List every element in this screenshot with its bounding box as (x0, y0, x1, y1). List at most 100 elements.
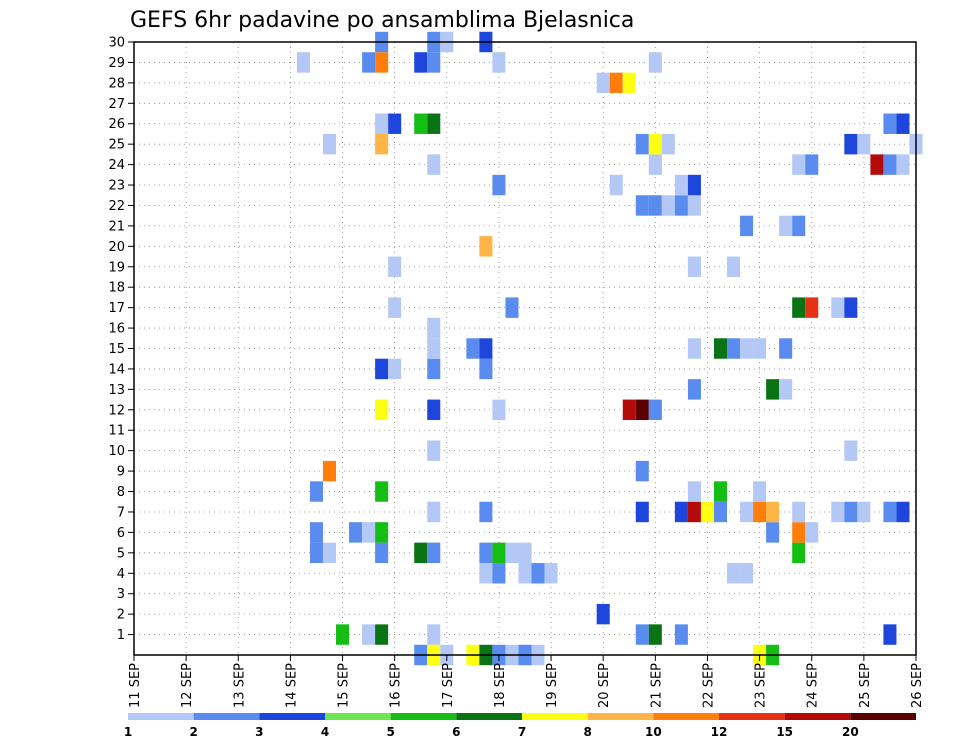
heatmap-cell (362, 52, 376, 73)
heatmap-cell (414, 113, 428, 134)
heatmap-cell (309, 542, 323, 564)
heatmap-cell (753, 501, 767, 523)
heatmap-cell (792, 522, 806, 543)
y-tick-label: 13 (108, 383, 125, 398)
heatmap-cell (740, 215, 754, 237)
heatmap-cell (727, 563, 741, 584)
heatmap-cell (609, 72, 623, 94)
heatmap-cell (414, 52, 428, 73)
heatmap-cell (505, 542, 519, 564)
heatmap-cell (674, 174, 688, 196)
heatmap-cell (727, 256, 741, 277)
heatmap-cell (479, 542, 493, 564)
heatmap-cell (388, 113, 402, 134)
heatmap-cell (622, 72, 636, 94)
heatmap-cell (740, 563, 754, 584)
y-tick-label: 19 (108, 260, 125, 275)
colorbar-segment (325, 713, 391, 720)
heatmap-cell (635, 399, 649, 421)
y-tick-label: 30 (108, 36, 125, 51)
colorbar-label: 10 (645, 725, 662, 739)
heatmap-cell (740, 501, 754, 523)
heatmap-cell (687, 256, 701, 277)
heatmap-cell (362, 522, 376, 543)
heatmap-cell (713, 338, 728, 359)
heatmap-cell (661, 133, 675, 155)
x-tick-label: 14 SEP (284, 663, 299, 708)
heatmap-cell (661, 195, 675, 216)
heatmap-cell (479, 358, 493, 380)
heatmap-cell (492, 52, 506, 73)
heatmap-cell (831, 501, 845, 523)
y-tick-label: 3 (117, 587, 125, 602)
colorbar-segment (784, 713, 851, 720)
heatmap-cell (857, 133, 871, 155)
heatmap-cell (779, 379, 793, 400)
y-tick-label: 27 (108, 97, 125, 112)
x-tick-label: 16 SEP (389, 663, 404, 708)
colorbar-label: 8 (583, 725, 591, 739)
heatmap-cell (322, 542, 337, 564)
colorbar-segment (456, 713, 522, 720)
heatmap-cell (479, 236, 493, 257)
heatmap-cell (805, 297, 819, 318)
heatmap-cell (427, 52, 441, 73)
y-tick-label: 11 (108, 424, 125, 439)
heatmap-cell (844, 440, 858, 461)
heatmap-cell (883, 154, 897, 175)
x-tick-label: 18 SEP (493, 663, 508, 708)
y-tick-label: 1 (117, 628, 125, 643)
colorbar-segment (522, 713, 588, 720)
chart-title: GEFS 6hr padavine po ansamblima Bjelasni… (130, 8, 634, 33)
data-cells (296, 31, 923, 666)
x-tick-label: 23 SEP (754, 663, 769, 708)
heatmap-cell (896, 113, 910, 134)
heatmap-cell (700, 501, 714, 523)
y-tick-label: 12 (108, 403, 125, 418)
heatmap-cell (844, 133, 858, 155)
x-tick-label: 25 SEP (858, 663, 873, 708)
heatmap-cell (779, 338, 793, 359)
x-tick-label: 20 SEP (597, 663, 612, 708)
heatmap-cell (635, 501, 649, 523)
heatmap-cell (766, 379, 780, 400)
x-tick-label: 19 SEP (545, 663, 560, 708)
x-axis: 11 SEP 12 SEP 13 SEP 14 SEP 15 SEP 16 SEP 17 S… (128, 655, 925, 708)
grid-lines (133, 41, 917, 655)
heatmap-cell (375, 113, 389, 134)
heatmap-cell (492, 174, 506, 196)
heatmap-cell (479, 338, 493, 359)
x-tick-label: 21 SEP (649, 663, 664, 708)
heatmap-cell (309, 522, 323, 543)
heatmap-cell (349, 522, 363, 543)
colorbar-segment (719, 713, 785, 720)
heatmap-cell (375, 52, 389, 73)
heatmap-cell (466, 338, 480, 359)
heatmap-cell (766, 522, 780, 543)
heatmap-cell (896, 501, 910, 523)
x-tick-label: 24 SEP (806, 663, 821, 708)
heatmap-cell (375, 399, 389, 421)
y-tick-label: 9 (117, 465, 125, 480)
y-tick-label: 10 (108, 444, 125, 459)
colorbar-label: 3 (255, 725, 263, 739)
heatmap-cell (518, 563, 532, 584)
colorbar-label: 6 (452, 725, 460, 739)
x-tick-label: 15 SEP (337, 663, 352, 708)
x-tick-label: 12 SEP (180, 663, 195, 708)
y-tick-label: 16 (108, 322, 125, 337)
y-tick-label: 2 (117, 608, 125, 623)
heatmap-cell (375, 522, 389, 543)
x-tick-label: 13 SEP (232, 663, 247, 708)
heatmap-cell (362, 624, 376, 645)
y-tick-label: 14 (108, 362, 125, 377)
heatmap-cell (544, 563, 558, 584)
colorbar-label: 15 (776, 725, 793, 739)
colorbar: 1 2 3 4 5 6 7 8 10 12 15 20 (124, 713, 916, 739)
heatmap-cell (492, 399, 506, 421)
x-tick-label: 26 SEP (910, 663, 925, 708)
heatmap-cell (427, 399, 441, 421)
heatmap-cell (375, 624, 389, 645)
heatmap-cell (648, 399, 662, 421)
y-tick-label: 4 (117, 567, 125, 582)
